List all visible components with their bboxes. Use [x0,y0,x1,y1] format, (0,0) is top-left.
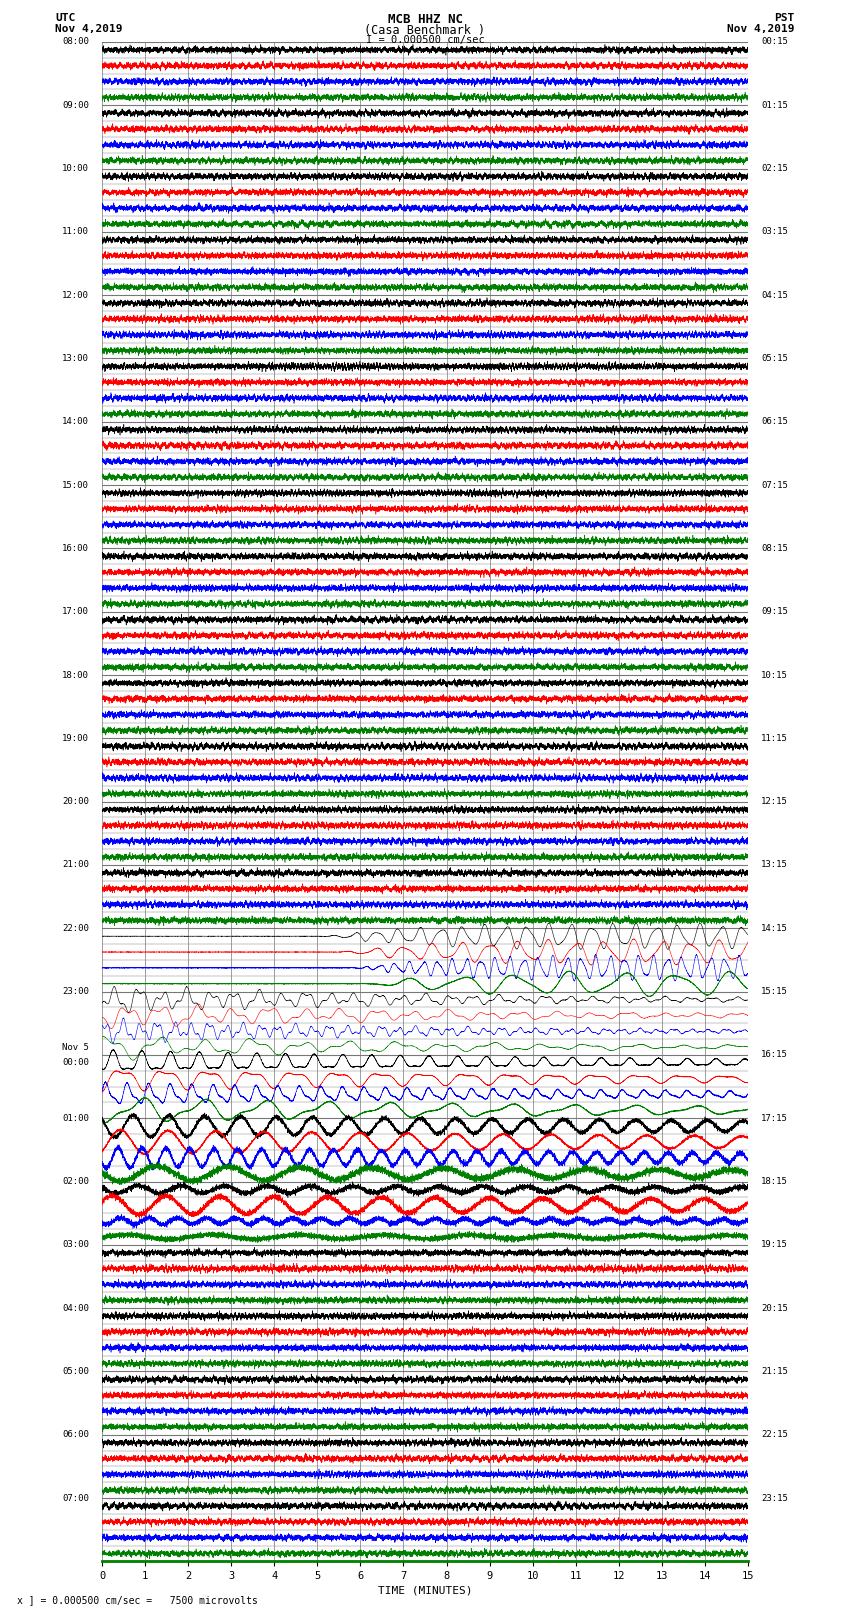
Text: 16:15: 16:15 [761,1050,788,1060]
Text: 19:15: 19:15 [761,1240,788,1250]
Text: 04:00: 04:00 [62,1303,89,1313]
Text: 08:15: 08:15 [761,544,788,553]
Text: 12:00: 12:00 [62,290,89,300]
Text: Nov 4,2019: Nov 4,2019 [728,24,795,34]
Text: 01:15: 01:15 [761,100,788,110]
Text: 07:15: 07:15 [761,481,788,490]
Text: 18:15: 18:15 [761,1177,788,1186]
Text: 02:15: 02:15 [761,165,788,173]
Text: 07:00: 07:00 [62,1494,89,1503]
Text: 03:15: 03:15 [761,227,788,237]
Text: 17:00: 17:00 [62,606,89,616]
Text: 05:15: 05:15 [761,353,788,363]
Text: 21:15: 21:15 [761,1366,788,1376]
Text: 10:00: 10:00 [62,165,89,173]
Text: 02:00: 02:00 [62,1177,89,1186]
Text: 00:15: 00:15 [761,37,788,47]
Text: 12:15: 12:15 [761,797,788,806]
Text: 21:00: 21:00 [62,860,89,869]
Text: 06:15: 06:15 [761,418,788,426]
Text: 11:15: 11:15 [761,734,788,744]
Text: Nov 5: Nov 5 [62,1042,89,1052]
Text: 14:15: 14:15 [761,924,788,932]
Text: 06:00: 06:00 [62,1431,89,1439]
Text: 01:00: 01:00 [62,1113,89,1123]
Text: 23:15: 23:15 [761,1494,788,1503]
Text: 23:00: 23:00 [62,987,89,997]
Text: 15:00: 15:00 [62,481,89,490]
Text: 13:00: 13:00 [62,353,89,363]
Text: I = 0.000500 cm/sec: I = 0.000500 cm/sec [366,35,484,45]
Text: MCB HHZ NC: MCB HHZ NC [388,13,462,26]
Text: 11:00: 11:00 [62,227,89,237]
Text: 09:00: 09:00 [62,100,89,110]
Text: 18:00: 18:00 [62,671,89,679]
Text: 10:15: 10:15 [761,671,788,679]
Text: 05:00: 05:00 [62,1366,89,1376]
Text: 19:00: 19:00 [62,734,89,744]
Text: 13:15: 13:15 [761,860,788,869]
Text: 09:15: 09:15 [761,606,788,616]
Text: 04:15: 04:15 [761,290,788,300]
Text: (Casa Benchmark ): (Casa Benchmark ) [365,24,485,37]
Text: 00:00: 00:00 [62,1058,89,1068]
Text: PST: PST [774,13,795,23]
Text: 03:00: 03:00 [62,1240,89,1250]
Text: UTC: UTC [55,13,76,23]
Text: 22:15: 22:15 [761,1431,788,1439]
Text: x ] = 0.000500 cm/sec =   7500 microvolts: x ] = 0.000500 cm/sec = 7500 microvolts [17,1595,258,1605]
Text: 15:15: 15:15 [761,987,788,997]
Text: 17:15: 17:15 [761,1113,788,1123]
Text: 20:15: 20:15 [761,1303,788,1313]
Text: 14:00: 14:00 [62,418,89,426]
X-axis label: TIME (MINUTES): TIME (MINUTES) [377,1586,473,1595]
Text: 20:00: 20:00 [62,797,89,806]
Text: 16:00: 16:00 [62,544,89,553]
Text: 08:00: 08:00 [62,37,89,47]
Text: 22:00: 22:00 [62,924,89,932]
Text: Nov 4,2019: Nov 4,2019 [55,24,122,34]
